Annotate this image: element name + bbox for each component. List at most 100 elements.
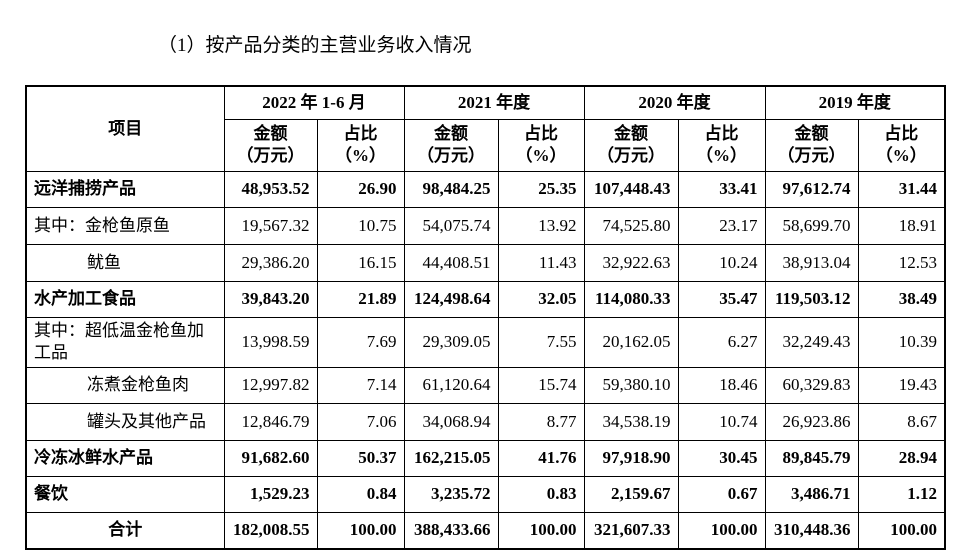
value-cell: 107,448.43 (583, 170, 679, 208)
value-cell: 321,607.33 (583, 511, 679, 550)
value-cell: 100.00 (316, 511, 405, 550)
subheader-line: （%） (696, 146, 747, 165)
value-cell: 61,120.64 (403, 366, 499, 404)
value-cell: 54,075.74 (403, 206, 499, 245)
value-cell: 7.69 (316, 316, 405, 368)
data-row: 冷冻冰鲜水产品 91,682.60 50.37 162,215.05 41.76 97,9… (25, 439, 946, 477)
value-cell: 23.17 (677, 206, 766, 245)
value-cell: 10.39 (857, 316, 946, 368)
value-cell: 124,498.64 (403, 280, 499, 318)
data-row: 水产加工食品 39,843.20 21.89 124,498.64 32.05 114,0… (25, 280, 946, 318)
data-row: 罐头及其他产品 12,846.79 7.06 34,068.94 8.77 34,538.… (25, 402, 946, 441)
value-cell: 98,484.25 (403, 170, 499, 208)
data-row: 其中：金枪鱼原鱼 19,567.32 10.75 54,075.74 13.92 74,5… (25, 206, 946, 245)
value-cell: 162,215.05 (403, 439, 499, 477)
data-row: 其中：超低温金枪鱼加工品 13,998.59 7.69 29,309.05 7.55 20… (25, 316, 946, 368)
value-cell: 7.14 (316, 366, 405, 404)
value-cell: 29,386.20 (223, 243, 318, 282)
value-cell: 28.94 (857, 439, 946, 477)
data-row: 冻煮金枪鱼肉 12,997.82 7.14 61,120.64 15.74 59,380.… (25, 366, 946, 404)
value-cell: 10.74 (677, 402, 766, 441)
value-cell: 60,329.83 (764, 366, 859, 404)
value-cell: 0.67 (677, 475, 766, 513)
value-cell: 59,380.10 (583, 366, 679, 404)
value-cell: 13.92 (497, 206, 585, 245)
subheader-line: 占比 (884, 124, 919, 143)
header-row: 项目 2022 年 1-6 月 2021 年度 2020 年度 2019 年度 (25, 85, 946, 172)
value-cell: 1.12 (857, 475, 946, 513)
value-cell: 32,249.43 (764, 316, 859, 368)
value-cell: 26,923.86 (764, 402, 859, 441)
value-cell: 12,997.82 (223, 366, 318, 404)
value-cell: 89,845.79 (764, 439, 859, 477)
subheader: 金额 （万元） (223, 118, 318, 172)
value-cell: 2,159.67 (583, 475, 679, 513)
data-row: 远洋捕捞产品 48,953.52 26.90 98,484.25 25.35 107,44… (25, 170, 946, 208)
value-cell: 6.27 (677, 316, 766, 368)
value-cell: 1,529.23 (223, 475, 318, 513)
data-row: 合计 182,008.55 100.00 388,433.66 100.00 321,60… (25, 511, 946, 550)
value-cell: 58,699.70 (764, 206, 859, 245)
period-header: 2022 年 1-6 月 (223, 85, 405, 120)
revenue-table: 项目 2022 年 1-6 月 2021 年度 2020 年度 2019 年度 金额 （万元… (25, 85, 946, 550)
subheader: 占比 （%） (316, 118, 405, 172)
value-cell: 10.75 (316, 206, 405, 245)
subheader-line: （万元） (417, 146, 485, 165)
subheader: 占比 （%） (857, 118, 946, 172)
value-cell: 7.55 (497, 316, 585, 368)
value-cell: 0.83 (497, 475, 585, 513)
subheader-line: （%） (515, 146, 567, 165)
value-cell: 7.06 (316, 402, 405, 441)
section-heading: （1）按产品分类的主营业务收入情况 (158, 35, 472, 56)
subheader-line: 占比 (524, 124, 558, 143)
subheader-line: 金额 (614, 124, 648, 143)
value-cell: 10.24 (677, 243, 766, 282)
value-cell: 19.43 (857, 366, 946, 404)
value-cell: 182,008.55 (223, 511, 318, 550)
value-cell: 38,913.04 (764, 243, 859, 282)
value-cell: 97,612.74 (764, 170, 859, 208)
value-cell: 20,162.05 (583, 316, 679, 368)
subheader-line: 占比 (704, 124, 739, 143)
value-cell: 31.44 (857, 170, 946, 208)
value-cell: 0.84 (316, 475, 405, 513)
value-cell: 97,918.90 (583, 439, 679, 477)
value-cell: 100.00 (857, 511, 946, 550)
value-cell: 8.77 (497, 402, 585, 441)
value-cell: 44,408.51 (403, 243, 499, 282)
value-cell: 119,503.12 (764, 280, 859, 318)
period-header: 2019 年度 (764, 85, 946, 120)
value-cell: 29,309.05 (403, 316, 499, 368)
value-cell: 32.05 (497, 280, 585, 318)
value-cell: 15.74 (497, 366, 585, 404)
value-cell: 32,922.63 (583, 243, 679, 282)
value-cell: 74,525.80 (583, 206, 679, 245)
value-cell: 114,080.33 (583, 280, 679, 318)
item-cell: 远洋捕捞产品 (25, 170, 225, 208)
subheader: 金额 （万元） (583, 118, 679, 172)
subheader-line: 金额 (434, 124, 468, 143)
value-cell: 12.53 (857, 243, 946, 282)
item-cell: 罐头及其他产品 (25, 402, 225, 441)
value-cell: 13,998.59 (223, 316, 318, 368)
subheader-line: （万元） (236, 146, 305, 165)
value-cell: 30.45 (677, 439, 766, 477)
period-header: 2020 年度 (583, 85, 766, 120)
data-row: 鱿鱼 29,386.20 16.15 44,408.51 11.43 32,922.63 1… (25, 243, 946, 282)
subheader-line: （万元） (597, 146, 665, 165)
value-cell: 12,846.79 (223, 402, 318, 441)
value-cell: 35.47 (677, 280, 766, 318)
value-cell: 18.46 (677, 366, 766, 404)
subheader-line: （%） (335, 146, 386, 165)
value-cell: 34,538.19 (583, 402, 679, 441)
subheader: 占比 （%） (497, 118, 585, 172)
item-cell: 冻煮金枪鱼肉 (25, 366, 225, 404)
value-cell: 100.00 (677, 511, 766, 550)
value-cell: 16.15 (316, 243, 405, 282)
value-cell: 100.00 (497, 511, 585, 550)
item-cell: 鱿鱼 (25, 243, 225, 282)
subheader: 金额 （万元） (764, 118, 859, 172)
value-cell: 3,235.72 (403, 475, 499, 513)
value-cell: 33.41 (677, 170, 766, 208)
